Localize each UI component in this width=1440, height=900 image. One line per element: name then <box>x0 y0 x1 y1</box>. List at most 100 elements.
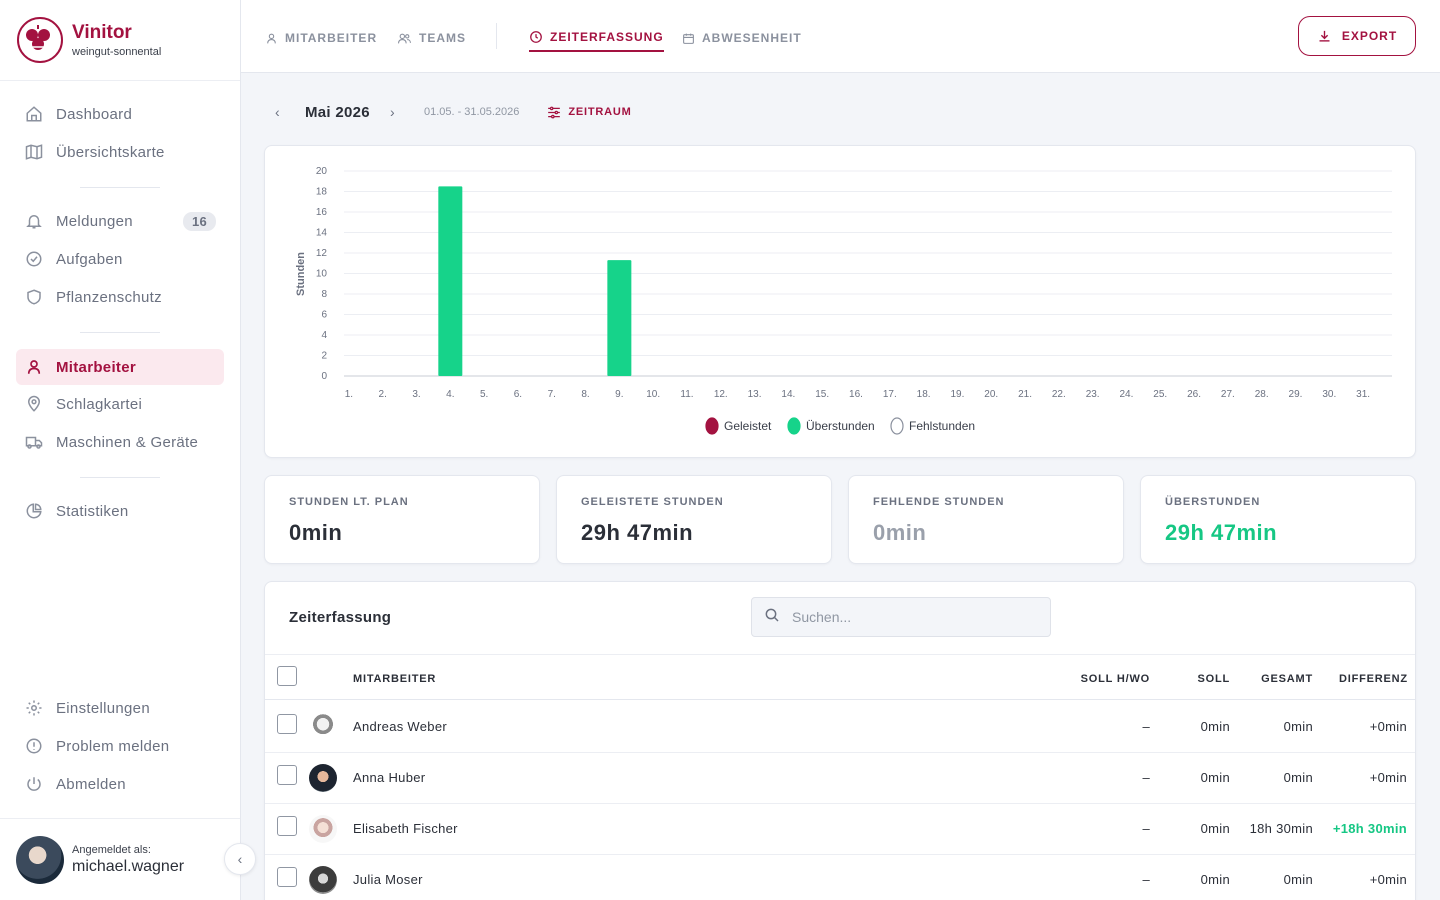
sidebar-item-field-register[interactable]: Schlagkartei <box>16 386 224 422</box>
select-all-checkbox[interactable] <box>277 666 297 686</box>
sidebar-item-label: Pflanzenschutz <box>56 288 162 306</box>
previous-month-button[interactable]: ‹ <box>275 104 280 120</box>
x-tick-label: 29. <box>1289 389 1303 400</box>
search-icon <box>764 607 780 628</box>
tab-time-tracking[interactable]: ZEITERFASSUNG <box>529 26 664 52</box>
x-tick-label: 14. <box>781 389 795 400</box>
column-header-difference[interactable]: DIFFERENZ <box>1339 673 1408 685</box>
target-cell: 0min <box>1200 821 1230 836</box>
employee-name[interactable]: Anna Huber <box>353 770 426 785</box>
sidebar-item-tasks[interactable]: Aufgaben <box>16 241 224 277</box>
row-checkbox[interactable] <box>277 867 297 887</box>
sidebar-item-crop-protection[interactable]: Pflanzenschutz <box>16 279 224 315</box>
collapse-sidebar-button[interactable]: ‹ <box>224 843 256 875</box>
target-hours-week-cell: – <box>1142 770 1150 785</box>
tab-label: ABWESENHEIT <box>702 31 802 45</box>
employee-name[interactable]: Elisabeth Fischer <box>353 821 458 836</box>
sidebar-item-label: Schlagkartei <box>56 395 143 413</box>
brand[interactable]: Vinitor weingut-sonnental <box>0 0 240 81</box>
sidebar-item-label: Übersichtskarte <box>56 143 165 161</box>
sidebar-item-label: Mitarbeiter <box>56 358 136 376</box>
column-header-target[interactable]: SOLL <box>1197 673 1230 685</box>
sidebar-item-logout[interactable]: Abmelden <box>16 766 224 802</box>
avatar <box>309 713 337 741</box>
column-header-employee[interactable]: MITARBEITER <box>353 673 437 685</box>
x-tick-label: 17. <box>883 389 897 400</box>
x-tick-label: 11. <box>680 389 693 400</box>
chevron-left-icon: ‹ <box>237 851 243 867</box>
x-tick-label: 8. <box>581 389 589 400</box>
stat-label: STUNDEN LT. PLAN <box>289 496 409 508</box>
check-circle-icon <box>24 249 44 269</box>
y-tick-label: 14 <box>316 228 328 239</box>
sidebar-item-machines[interactable]: Maschinen & Geräte <box>16 424 224 460</box>
column-header-target-hours-week[interactable]: SOLL H/WO <box>1080 673 1150 685</box>
stat-value: 29h 47min <box>581 520 694 545</box>
column-header-total[interactable]: GESAMT <box>1261 673 1313 685</box>
x-tick-label: 4. <box>446 389 454 400</box>
y-tick-label: 2 <box>321 351 327 362</box>
row-checkbox[interactable] <box>277 714 297 734</box>
target-cell: 0min <box>1200 770 1230 785</box>
map-pin-icon <box>24 394 44 414</box>
x-tick-label: 26. <box>1187 389 1201 400</box>
employee-name[interactable]: Andreas Weber <box>353 719 447 734</box>
tab-teams[interactable]: TEAMS <box>397 26 466 50</box>
export-button[interactable]: EXPORT <box>1298 16 1416 56</box>
x-tick-label: 27. <box>1221 389 1235 400</box>
x-tick-label: 20. <box>984 389 998 400</box>
sidebar-item-statistics[interactable]: Statistiken <box>16 493 224 529</box>
target-cell: 0min <box>1200 719 1230 734</box>
table-row[interactable]: Andreas Weber – 0min 0min +0min <box>265 701 1415 753</box>
target-hours-week-cell: – <box>1142 872 1150 887</box>
sidebar-item-report-problem[interactable]: Problem melden <box>16 728 224 764</box>
x-tick-label: 13. <box>748 389 762 400</box>
x-tick-label: 15. <box>815 389 829 400</box>
next-month-button[interactable]: › <box>389 104 395 120</box>
period-filter-button[interactable]: ZEITRAUM <box>547 106 631 119</box>
table-header: MITARBEITER SOLL H/WO SOLL GESAMT DIFFER… <box>265 654 1415 700</box>
hours-chart-card: 0 2 4 6 8 10 12 14 16 18 20 Stunden 1. 2. 3. 4. 5. 6. 7. 8.… <box>264 145 1416 458</box>
x-tick-label: 21. <box>1018 389 1032 400</box>
row-checkbox[interactable] <box>277 816 297 836</box>
clock-icon <box>529 30 543 44</box>
row-checkbox[interactable] <box>277 765 297 785</box>
x-tick-label: 31. <box>1356 389 1370 400</box>
table-row[interactable]: Anna Huber – 0min 0min +0min <box>265 752 1415 804</box>
y-tick-label: 4 <box>321 330 327 341</box>
users-icon <box>397 32 412 45</box>
stat-label: ÜBERSTUNDEN <box>1165 496 1261 508</box>
total-cell: 0min <box>1283 719 1313 734</box>
sidebar-item-label: Abmelden <box>56 775 126 793</box>
sidebar-item-notifications[interactable]: Meldungen 16 <box>16 203 224 239</box>
employee-name[interactable]: Julia Moser <box>353 872 423 887</box>
search-input[interactable] <box>792 609 1022 625</box>
sidebar-item-dashboard[interactable]: Dashboard <box>16 96 224 132</box>
x-tick-label: 22. <box>1052 389 1066 400</box>
sidebar-item-employees[interactable]: Mitarbeiter <box>16 349 224 385</box>
difference-cell: +0min <box>1369 770 1407 785</box>
target-hours-week-cell: – <box>1142 821 1150 836</box>
sidebar-item-overview-map[interactable]: Übersichtskarte <box>16 134 224 170</box>
stat-planned-hours: STUNDEN LT. PLAN 0min <box>264 475 540 564</box>
tab-absence[interactable]: ABWESENHEIT <box>682 26 802 50</box>
current-user[interactable]: Angemeldet als: michael.wagner <box>0 818 240 900</box>
tab-employees[interactable]: MITARBEITER <box>265 26 377 50</box>
x-tick-label: 28. <box>1255 389 1269 400</box>
sidebar-item-settings[interactable]: Einstellungen <box>16 690 224 726</box>
sidebar-item-label: Problem melden <box>56 737 170 755</box>
stat-worked-hours: GELEISTETE STUNDEN 29h 47min <box>556 475 832 564</box>
x-tick-label: 10. <box>646 389 660 400</box>
tab-separator <box>496 23 497 49</box>
x-tick-label: 9. <box>615 389 623 400</box>
user-icon <box>265 32 278 45</box>
avatar <box>309 764 337 792</box>
table-row[interactable]: Elisabeth Fischer – 0min 18h 30min +18h 30mi… <box>265 803 1415 855</box>
stat-value: 29h 47min <box>1165 520 1278 545</box>
table-row[interactable]: Julia Moser – 0min 0min +0min <box>265 854 1415 900</box>
sidebar-item-label: Maschinen & Geräte <box>56 433 199 451</box>
difference-cell: +0min <box>1369 719 1407 734</box>
grape-logo-icon <box>17 17 63 63</box>
alert-icon <box>24 736 44 756</box>
notification-count-badge: 16 <box>182 211 216 231</box>
